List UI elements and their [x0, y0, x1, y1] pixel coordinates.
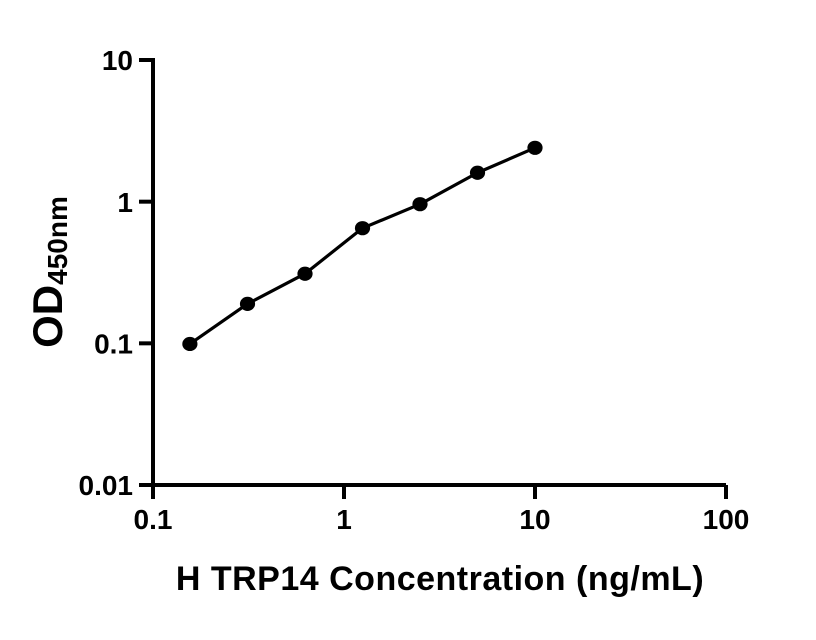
y-tick-label: 1	[117, 187, 133, 218]
data-point	[239, 296, 256, 311]
y-axis-title-subscript: 450nm	[42, 196, 73, 285]
y-axis-title: OD450nm	[24, 196, 73, 348]
y-axis-title-main: OD	[24, 284, 71, 348]
x-axis-title: H TRP14 Concentration (ng/mL)	[175, 560, 705, 598]
y-tick-label: 0.1	[94, 328, 133, 359]
y-tick-label: 0.01	[79, 470, 134, 501]
data-point	[354, 221, 371, 236]
x-tick-label: 0.1	[134, 504, 173, 535]
data-point	[527, 140, 543, 155]
y-tick-label: 10	[102, 45, 133, 76]
data-point	[182, 336, 198, 352]
data-point	[469, 165, 486, 180]
data-point	[297, 266, 313, 281]
data-point	[412, 197, 428, 212]
x-tick-label: 100	[703, 504, 750, 535]
x-tick-label: 10	[519, 504, 550, 535]
x-tick-label: 1	[336, 504, 352, 535]
